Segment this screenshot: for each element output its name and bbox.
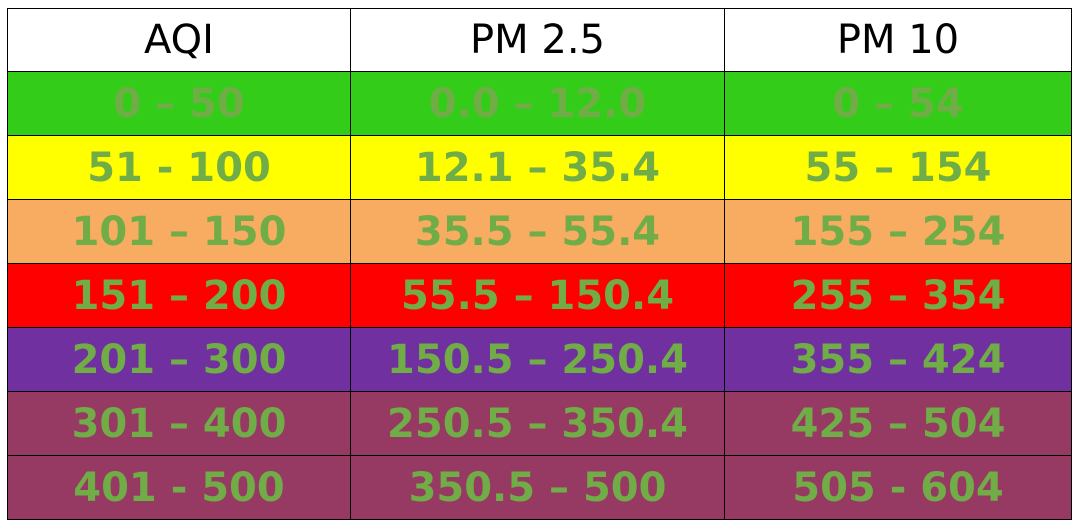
aqi-table: AQI PM 2.5 PM 10 0 – 50 0.0 – 12.0 0 – 54 51 … [7, 8, 1072, 520]
table-cell: 0 – 50 [7, 71, 351, 136]
table-cell: 201 – 300 [7, 327, 351, 392]
table-cell: 355 – 424 [724, 327, 1072, 392]
table-cell: 425 – 504 [724, 391, 1072, 456]
table-cell: 250.5 – 350.4 [350, 391, 725, 456]
table-body: 0 – 50 0.0 – 12.0 0 – 54 51 - 100 12.1 – 35.… [7, 71, 1072, 520]
table-cell: 301 – 400 [7, 391, 351, 456]
header-cell: PM 2.5 [350, 8, 725, 72]
header-cell: AQI [7, 8, 351, 72]
table-cell: 350.5 – 500 [350, 455, 725, 520]
table-cell: 101 – 150 [7, 199, 351, 264]
table-cell: 0 – 54 [724, 71, 1072, 136]
table-cell: 51 - 100 [7, 135, 351, 200]
table-cell: 55.5 – 150.4 [350, 263, 725, 328]
table-row: 101 – 150 35.5 – 55.4 155 – 254 [7, 199, 1072, 264]
table-cell: 155 – 254 [724, 199, 1072, 264]
table-row: 301 – 400 250.5 – 350.4 425 – 504 [7, 391, 1072, 456]
table-row: 401 - 500 350.5 – 500 505 - 604 [7, 455, 1072, 520]
table-cell: 505 - 604 [724, 455, 1072, 520]
table-cell: 150.5 – 250.4 [350, 327, 725, 392]
table-header: AQI PM 2.5 PM 10 [7, 8, 1072, 72]
table-cell: 401 - 500 [7, 455, 351, 520]
table-cell: 35.5 – 55.4 [350, 199, 725, 264]
table-cell: 12.1 – 35.4 [350, 135, 725, 200]
header-row: AQI PM 2.5 PM 10 [7, 8, 1072, 72]
table-cell: 151 – 200 [7, 263, 351, 328]
table-cell: 55 – 154 [724, 135, 1072, 200]
header-cell: PM 10 [724, 8, 1072, 72]
table-row: 0 – 50 0.0 – 12.0 0 – 54 [7, 71, 1072, 136]
table-row: 51 - 100 12.1 – 35.4 55 – 154 [7, 135, 1072, 200]
table-cell: 255 – 354 [724, 263, 1072, 328]
table-cell: 0.0 – 12.0 [350, 71, 725, 136]
table-row: 151 – 200 55.5 – 150.4 255 – 354 [7, 263, 1072, 328]
table-row: 201 – 300 150.5 – 250.4 355 – 424 [7, 327, 1072, 392]
